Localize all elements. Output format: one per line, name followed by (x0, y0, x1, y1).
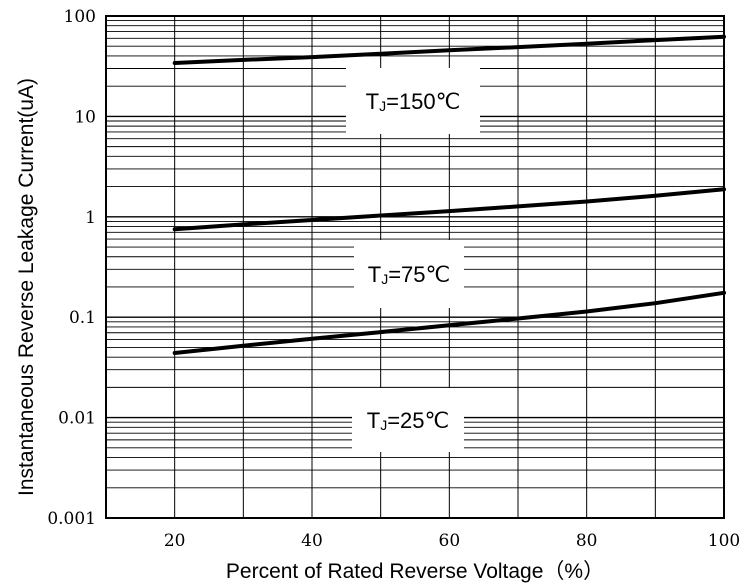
x-tick-label: 80 (576, 531, 598, 551)
y-tick-label: 0.001 (47, 509, 96, 529)
series-label: TJ=75℃ (368, 262, 450, 287)
y-axis-title: Instantaneous Reverse Leakage Current(uA… (15, 78, 38, 496)
series-label: TJ=150℃ (366, 89, 461, 114)
y-tick-label: 100 (64, 7, 96, 27)
series-label-box (354, 240, 464, 308)
series-label-box (352, 388, 464, 452)
series-label: TJ=25℃ (367, 408, 449, 433)
tick-labels: 20 40 60 80 100 0.001 0.01 0.1 1 10 100 (47, 7, 740, 551)
x-tick-label: 60 (439, 531, 461, 551)
series-line-0 (172, 34, 726, 65)
series-line-2 (172, 290, 726, 355)
x-axis-title: Percent of Rated Reverse Voltage（%） (226, 560, 604, 583)
x-tick-label: 100 (708, 531, 740, 551)
y-tick-label: 0.01 (58, 409, 96, 429)
y-tick-label: 10 (74, 107, 96, 127)
series-labels: TJ=150℃ TJ=75℃ TJ=25℃ (346, 68, 480, 452)
x-tick-label: 40 (301, 531, 323, 551)
series-line-1 (172, 187, 726, 232)
y-tick-label: 1 (85, 208, 96, 228)
y-tick-label: 0.1 (69, 308, 96, 328)
plot-frame (105, 15, 725, 519)
series-label-box (346, 68, 480, 134)
series-lines (172, 34, 726, 355)
x-tick-label: 20 (164, 531, 186, 551)
